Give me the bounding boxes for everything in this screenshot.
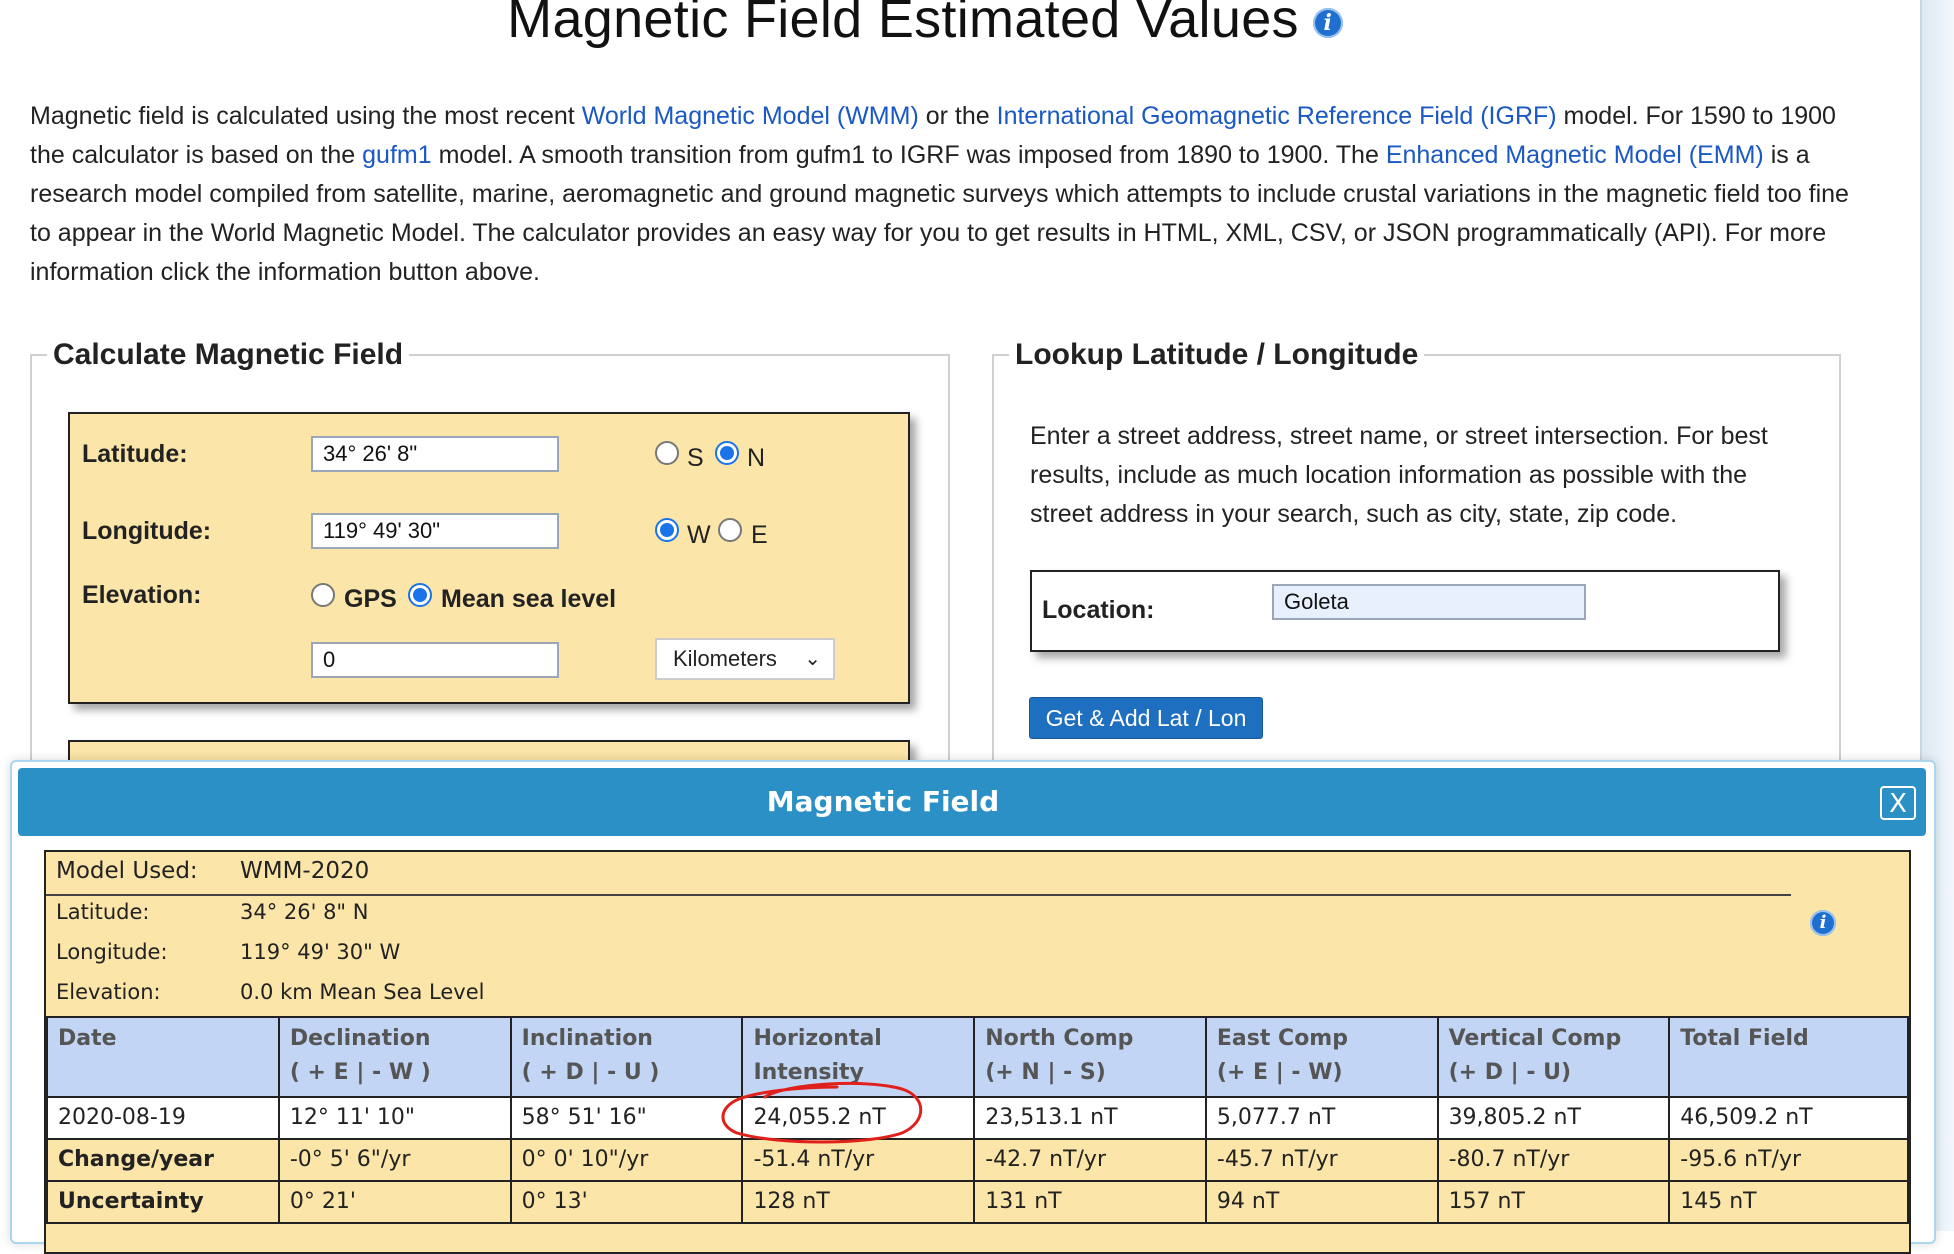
intro-paragraph: Magnetic field is calculated using the m… <box>30 102 1849 286</box>
cell-declination: 0° 21' <box>277 1180 512 1224</box>
info-icon[interactable]: i <box>1312 7 1343 38</box>
cell-vertical: -80.7 nT/yr <box>1436 1138 1671 1182</box>
cell-total: 145 nT <box>1668 1180 1909 1224</box>
location-box: Location: Goleta <box>1030 570 1780 652</box>
cell-declination: -0° 5' 6"/yr <box>277 1138 512 1182</box>
location-label: Location: <box>1042 596 1155 624</box>
elevation-input[interactable]: 0 <box>311 642 559 678</box>
cell-vertical: 157 nT <box>1436 1180 1671 1224</box>
elev-msl-radio[interactable] <box>408 583 432 607</box>
lookup-description: Enter a street address, street name, or … <box>1030 422 1768 528</box>
table-header-row: Date Declination( + E | - W ) Inclinatio… <box>46 1016 1909 1098</box>
longitude-input[interactable]: 119° 49' 30" <box>311 513 559 549</box>
calculate-form: Latitude: 34° 26' 8" S N Longitude: 119°… <box>68 412 910 704</box>
table-row: Uncertainty 0° 21' 0° 13' 128 nT 131 nT … <box>46 1180 1909 1224</box>
latitude-input[interactable]: 34° 26' 8" <box>311 436 559 472</box>
get-lat-lon-button[interactable]: Get & Add Lat / Lon <box>1029 697 1263 739</box>
lon-e-radio[interactable] <box>718 518 742 542</box>
latitude-result-value: 34° 26' 8" N <box>240 900 369 924</box>
header-date: Date <box>46 1016 280 1098</box>
header-east: East Comp (+ E | - W) <box>1204 1016 1439 1098</box>
chevron-down-icon: ⌄ <box>804 648 821 670</box>
dialog-title: Magnetic Field <box>766 785 1000 818</box>
header-total: Total Field <box>1668 1016 1909 1098</box>
dialog-header: Magnetic Field X <box>18 768 1926 836</box>
cell-east: 5,077.7 nT <box>1204 1096 1439 1140</box>
cell-horizontal: 128 nT <box>741 1180 976 1224</box>
cell-north: 131 nT <box>973 1180 1207 1224</box>
cell-total: 46,509.2 nT <box>1668 1096 1909 1140</box>
calculate-legend: Calculate Magnetic Field <box>53 338 404 371</box>
igrf-link[interactable]: International Geomagnetic Reference Fiel… <box>996 102 1557 130</box>
header-vertical: Vertical Comp (+ D | - U) <box>1436 1016 1671 1098</box>
cell-total: -95.6 nT/yr <box>1668 1138 1909 1182</box>
elevation-result-value: 0.0 km Mean Sea Level <box>240 980 485 1004</box>
location-input[interactable]: Goleta <box>1272 584 1586 620</box>
cell-horizontal: 24,055.2 nT <box>741 1096 976 1140</box>
lat-n-radio[interactable] <box>715 441 739 465</box>
elev-gps-radio[interactable] <box>311 583 335 607</box>
results-info-icon[interactable]: i <box>1810 910 1836 936</box>
elev-msl-label: Mean sea level <box>441 585 617 613</box>
header-declination: Declination( + E | - W ) <box>277 1016 512 1098</box>
header-north: North Comp (+ N | - S) <box>973 1016 1207 1098</box>
model-used-value: WMM-2020 <box>240 858 370 884</box>
elev-gps-label: GPS <box>344 585 397 613</box>
lon-e-label: E <box>751 521 768 549</box>
magnetic-field-dialog: Magnetic Field X Model Used: WMM-2020 La… <box>10 760 1936 1254</box>
wmm-link[interactable]: World Magnetic Model (WMM) <box>581 102 919 130</box>
cell-vertical: 39,805.2 nT <box>1436 1096 1671 1140</box>
longitude-result-label: Longitude: <box>56 940 168 964</box>
cell-north: 23,513.1 nT <box>973 1096 1207 1140</box>
lookup-legend: Lookup Latitude / Longitude <box>1015 338 1419 371</box>
model-used-label: Model Used: <box>56 858 198 884</box>
header-horizontal: Horizontal Intensity <box>741 1016 976 1098</box>
latitude-result-label: Latitude: <box>56 900 150 924</box>
cell-date: 2020-08-19 <box>46 1096 280 1140</box>
lon-w-radio[interactable] <box>655 518 679 542</box>
cell-declination: 12° 11' 10" <box>277 1096 512 1140</box>
page-title: Magnetic Field Estimated Values i <box>0 0 1850 50</box>
header-inclination: Inclination( + D | - U ) <box>509 1016 744 1098</box>
cell-horizontal: -51.4 nT/yr <box>741 1138 976 1182</box>
longitude-result-value: 119° 49' 30" W <box>240 940 401 964</box>
lon-w-label: W <box>687 521 711 549</box>
gufm1-link[interactable]: gufm1 <box>362 141 432 169</box>
emm-link[interactable]: Enhanced Magnetic Model (EMM) <box>1385 141 1764 169</box>
table-row: Change/year -0° 5' 6"/yr 0° 0' 10"/yr -5… <box>46 1138 1909 1182</box>
row-header-uncertainty: Uncertainty <box>46 1180 280 1224</box>
cell-east: 94 nT <box>1204 1180 1439 1224</box>
longitude-label: Longitude: <box>82 517 212 545</box>
results-panel: Model Used: WMM-2020 Latitude: 34° 26' 8… <box>44 850 1911 1254</box>
row-header-change: Change/year <box>46 1138 280 1182</box>
elevation-unit-select[interactable]: Kilometers ⌄ <box>655 638 835 680</box>
cell-north: -42.7 nT/yr <box>973 1138 1207 1182</box>
cell-inclination: 0° 13' <box>509 1180 744 1224</box>
cell-inclination: 0° 0' 10"/yr <box>509 1138 744 1182</box>
elevation-result-label: Elevation: <box>56 980 161 1004</box>
divider <box>46 894 1791 896</box>
close-button[interactable]: X <box>1880 786 1916 820</box>
latitude-label: Latitude: <box>82 440 188 468</box>
table-row: 2020-08-19 12° 11' 10" 58° 51' 16" 24,05… <box>46 1096 1909 1140</box>
elevation-label: Elevation: <box>82 581 202 609</box>
lat-s-radio[interactable] <box>655 441 679 465</box>
results-table: Date Declination( + E | - W ) Inclinatio… <box>46 1016 1909 1224</box>
elevation-unit-value: Kilometers <box>673 646 777 671</box>
cell-east: -45.7 nT/yr <box>1204 1138 1439 1182</box>
lat-s-label: S <box>687 444 704 472</box>
lat-n-label: N <box>747 444 766 472</box>
cell-inclination: 58° 51' 16" <box>509 1096 744 1140</box>
page-title-text: Magnetic Field Estimated Values <box>507 0 1299 49</box>
